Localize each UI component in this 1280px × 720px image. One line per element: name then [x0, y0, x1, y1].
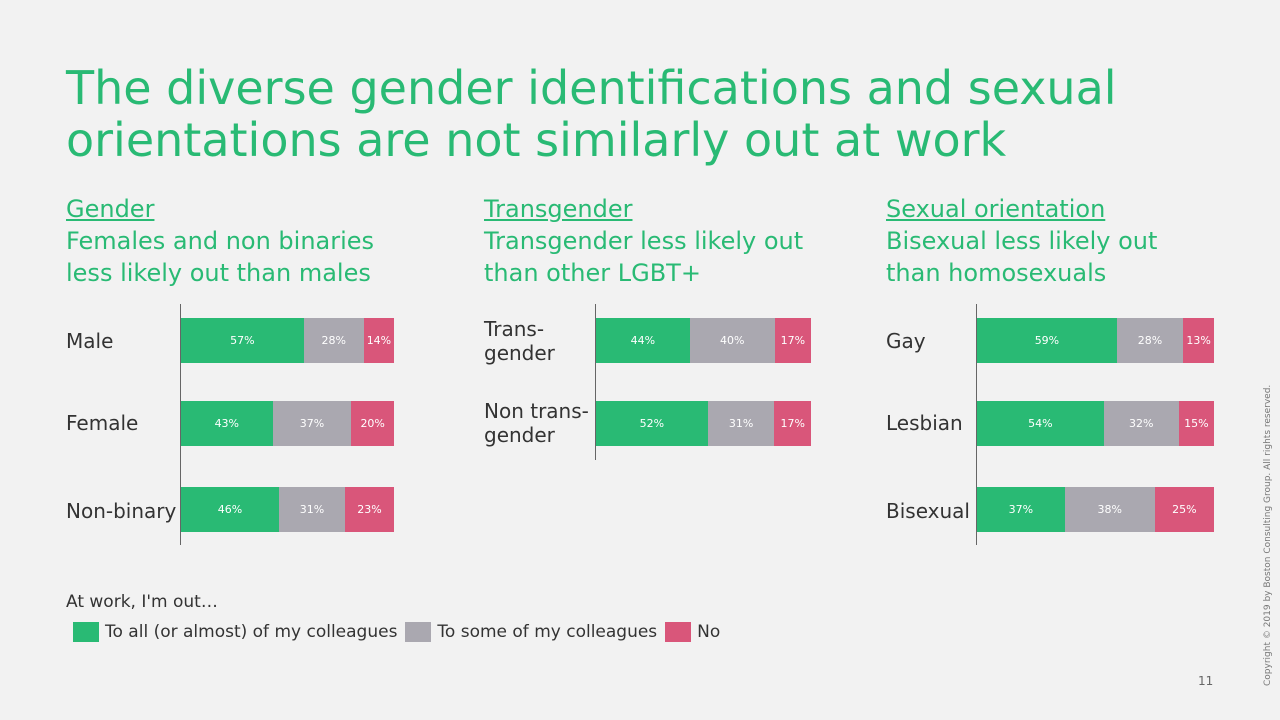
bar-bisexual: 37% 38% 25%: [977, 487, 1214, 532]
panel-transgender-name: Transgender: [484, 195, 633, 223]
sexual-orientation-axis-line: [976, 304, 977, 545]
row-label-gay: Gay: [886, 329, 926, 353]
row-label-transgender-line1: Trans-: [484, 317, 545, 341]
bar-male: 57% 28% 14%: [181, 318, 394, 363]
bar-bisexual-label-all: 37%: [1008, 503, 1034, 516]
panel-sexual-orientation-name: Sexual orientation: [886, 195, 1106, 223]
bar-non-transgender: 52% 31% 17%: [596, 401, 811, 446]
row-label-female: Female: [66, 411, 139, 435]
row-label-nonbinary: Non-binary: [66, 499, 177, 523]
panel-transgender-subtitle-1: Transgender less likely out: [484, 227, 804, 255]
bar-transgender-label-no: 17%: [780, 334, 806, 347]
bar-female-segment-no: 20%: [351, 401, 394, 446]
legend: To all (or almost) of my colleagues To s…: [73, 622, 728, 642]
row-label-transgender: Trans- gender: [484, 317, 555, 365]
bar-gay-segment-no: 13%: [1183, 318, 1214, 363]
legend-label-all: To all (or almost) of my colleagues: [105, 622, 398, 642]
bar-nonbinary-label-all: 46%: [217, 503, 243, 516]
bar-lesbian-label-some: 32%: [1129, 417, 1154, 430]
bar-non-transgender-label-no: 17%: [780, 417, 805, 430]
bar-nonbinary-label-some: 31%: [299, 503, 325, 516]
bar-lesbian-label-no: 15%: [1184, 417, 1209, 430]
panel-gender-subtitle-1: Females and non binaries: [66, 227, 375, 255]
bar-male-segment-all: 57%: [181, 318, 304, 363]
bar-gay-label-some: 28%: [1137, 334, 1163, 347]
bar-bisexual-segment-some: 38%: [1064, 487, 1155, 532]
bar-lesbian-segment-no: 15%: [1178, 401, 1214, 446]
panel-gender-subtitle-2: less likely out than males: [66, 259, 371, 287]
bar-nonbinary-label-no: 23%: [357, 503, 382, 516]
row-label-non-transgender: Non trans- gender: [484, 399, 589, 447]
bar-gay-segment-all: 59%: [977, 318, 1117, 363]
row-label-transgender-line2: gender: [484, 341, 555, 365]
row-label-non-transgender-line2: gender: [484, 423, 555, 447]
bar-non-transgender-label-all: 52%: [639, 417, 665, 430]
bar-non-transgender-segment-all: 52%: [596, 401, 708, 446]
panel-gender-header: Gender Females and non binaries less lik…: [66, 193, 374, 289]
bar-gay: 59% 28% 13%: [977, 318, 1214, 363]
bar-bisexual-label-no: 25%: [1172, 503, 1197, 516]
legend-title: At work, I'm out…: [66, 592, 218, 612]
bar-bisexual-segment-no: 25%: [1154, 487, 1214, 532]
bar-non-transgender-segment-no: 17%: [774, 401, 811, 446]
bar-nonbinary-segment-some: 31%: [278, 487, 345, 532]
panel-gender-name: Gender: [66, 195, 155, 223]
row-label-lesbian: Lesbian: [886, 411, 963, 435]
bar-transgender-label-all: 44%: [630, 334, 656, 347]
legend-swatch-some: [405, 622, 432, 642]
bar-transgender-segment-some: 40%: [689, 318, 775, 363]
bar-female: 43% 37% 20%: [181, 401, 394, 446]
bar-female-label-all: 43%: [214, 417, 240, 430]
row-label-male: Male: [66, 329, 114, 353]
bar-female-segment-all: 43%: [181, 401, 273, 446]
bar-female-label-no: 20%: [360, 417, 385, 430]
slide-title: The diverse gender identifications and s…: [66, 61, 1117, 167]
bar-male-segment-some: 28%: [303, 318, 364, 363]
panel-transgender-subtitle-2: than other LGBT+: [484, 259, 701, 287]
bar-female-segment-some: 37%: [272, 401, 352, 446]
legend-swatch-all: [73, 622, 99, 642]
legend-item-all: To all (or almost) of my colleagues: [73, 622, 397, 642]
transgender-axis-line: [595, 304, 596, 460]
bar-transgender: 44% 40% 17%: [596, 318, 811, 363]
bar-nonbinary-segment-no: 23%: [344, 487, 394, 532]
bar-transgender-segment-all: 44%: [596, 318, 690, 363]
bar-transgender-label-some: 40%: [720, 334, 745, 347]
bar-non-transgender-label-some: 31%: [728, 417, 754, 430]
page-number: 11: [1198, 674, 1214, 688]
copyright-notice: Copyright © 2019 by Boston Consulting Gr…: [1263, 384, 1273, 686]
bar-bisexual-segment-all: 37%: [977, 487, 1065, 532]
bar-transgender-segment-no: 17%: [774, 318, 811, 363]
bar-male-label-some: 28%: [321, 334, 346, 347]
bar-lesbian-segment-all: 54%: [977, 401, 1104, 446]
panel-transgender-header: Transgender Transgender less likely out …: [484, 193, 803, 289]
panel-sexual-orientation-subtitle-2: than homosexuals: [886, 259, 1107, 287]
bar-nonbinary-segment-all: 46%: [181, 487, 279, 532]
legend-label-some: To some of my colleagues: [437, 622, 658, 642]
bar-non-transgender-segment-some: 31%: [707, 401, 775, 446]
bar-bisexual-label-some: 38%: [1097, 503, 1122, 516]
bar-gay-segment-some: 28%: [1116, 318, 1184, 363]
bar-lesbian-segment-some: 32%: [1103, 401, 1179, 446]
legend-item-no: No: [665, 622, 720, 642]
panel-sexual-orientation-header: Sexual orientation Bisexual less likely …: [886, 193, 1157, 289]
bar-lesbian-label-all: 54%: [1028, 417, 1053, 430]
panel-sexual-orientation-subtitle-1: Bisexual less likely out: [886, 227, 1158, 255]
bar-male-segment-no: 14%: [363, 318, 394, 363]
bar-gay-label-all: 59%: [1034, 334, 1060, 347]
bar-gay-label-no: 13%: [1186, 334, 1211, 347]
bar-male-label-all: 57%: [230, 334, 255, 347]
legend-swatch-no: [665, 622, 692, 642]
bar-male-label-no: 14%: [366, 334, 392, 347]
gender-axis-line: [180, 304, 181, 545]
bar-lesbian: 54% 32% 15%: [977, 401, 1214, 446]
bar-nonbinary: 46% 31% 23%: [181, 487, 394, 532]
legend-label-no: No: [697, 622, 721, 642]
legend-item-some: To some of my colleagues: [405, 622, 657, 642]
row-label-non-transgender-line1: Non trans-: [484, 399, 589, 423]
row-label-bisexual: Bisexual: [886, 499, 970, 523]
bar-female-label-some: 37%: [299, 417, 325, 430]
